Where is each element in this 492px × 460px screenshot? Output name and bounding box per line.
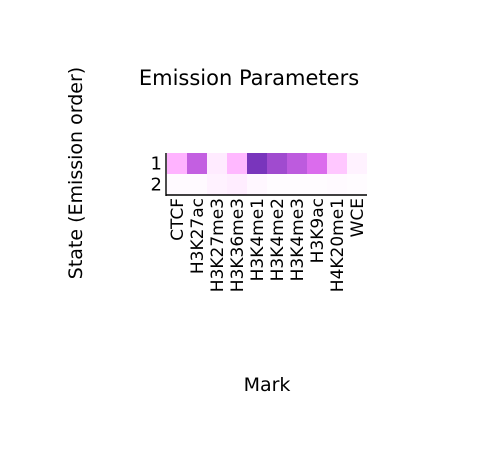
heatmap-cell-1-H3K4me2 bbox=[267, 153, 287, 174]
heatmap-cell-2-H4K20me1 bbox=[327, 174, 347, 195]
chart-title: Emission Parameters bbox=[139, 66, 359, 90]
heatmap-cell-2-CTCF bbox=[167, 174, 187, 195]
heatmap-cell-1-WCE bbox=[347, 153, 367, 174]
column-tick-label: WCE bbox=[348, 198, 368, 237]
heatmap-cell-1-CTCF bbox=[167, 153, 187, 174]
column-tick-label: H3K27me3 bbox=[208, 198, 228, 292]
row-tick-label: 2 bbox=[151, 175, 162, 196]
heatmap-cell-2-WCE bbox=[347, 174, 367, 195]
heatmap-cell-1-H3K36me3 bbox=[227, 153, 247, 174]
heatmap-cell-2-H3K27ac bbox=[187, 174, 207, 195]
heatmap-cell-2-H3K4me2 bbox=[267, 174, 287, 195]
heatmap-cell-1-H3K9ac bbox=[307, 153, 327, 174]
heatmap-cell-2-H3K4me3 bbox=[287, 174, 307, 195]
column-tick-label: H3K4me1 bbox=[248, 198, 268, 281]
heatmap-cells bbox=[167, 153, 367, 195]
heatmap-cell-2-H3K9ac bbox=[307, 174, 327, 195]
heatmap-cell-1-H3K4me3 bbox=[287, 153, 307, 174]
column-tick-label: H4K20me1 bbox=[328, 198, 348, 292]
heatmap-axes bbox=[165, 153, 367, 196]
heatmap-cell-1-H3K4me1 bbox=[247, 153, 267, 174]
column-tick-label: H3K36me3 bbox=[228, 198, 248, 292]
heatmap-cell-2-H3K27me3 bbox=[207, 174, 227, 195]
heatmap-cell-1-H4K20me1 bbox=[327, 153, 347, 174]
heatmap-cell-1-H3K27ac bbox=[187, 153, 207, 174]
heatmap-cell-1-H3K27me3 bbox=[207, 153, 227, 174]
column-tick-label: CTCF bbox=[168, 198, 188, 241]
column-tick-label: H3K4me2 bbox=[268, 198, 288, 281]
heatmap-cell-2-H3K36me3 bbox=[227, 174, 247, 195]
heatmap-cell-2-H3K4me1 bbox=[247, 174, 267, 195]
column-tick-label: H3K4me3 bbox=[288, 198, 308, 281]
x-axis-label: Mark bbox=[244, 374, 291, 396]
y-axis-label: State (Emission order) bbox=[65, 67, 87, 279]
column-tick-label: H3K9ac bbox=[308, 198, 328, 263]
column-tick-label: H3K27ac bbox=[188, 198, 208, 274]
row-tick-label: 1 bbox=[151, 154, 162, 175]
